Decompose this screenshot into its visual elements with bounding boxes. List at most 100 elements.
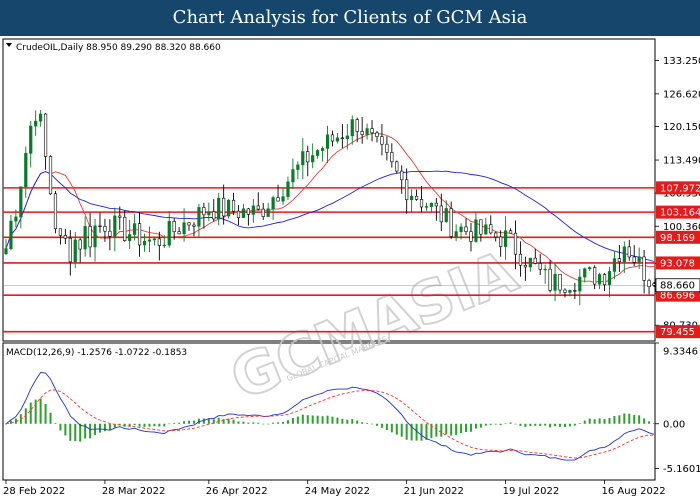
candle (593, 265, 597, 290)
candle (217, 192, 221, 226)
macd-histogram-bar (301, 414, 304, 424)
collapse-triangle-icon[interactable] (6, 43, 12, 47)
macd-histogram-bar (14, 418, 17, 424)
macd-plot (5, 372, 655, 461)
candle (588, 266, 592, 271)
macd-histogram-bar (282, 421, 285, 424)
macd-histogram-bar (84, 423, 87, 439)
time-tick-label: 19 Jul 2022 (503, 486, 560, 497)
candle (444, 200, 448, 223)
macd-histogram-bar (371, 423, 374, 425)
candle-body (172, 221, 176, 233)
candle (578, 269, 582, 306)
macd-histogram-bar (133, 423, 136, 426)
macd-histogram-bar (158, 423, 161, 427)
candle-body (588, 267, 592, 270)
macd-histogram-bar (514, 423, 517, 425)
candle (113, 207, 117, 252)
candle-body (578, 276, 582, 292)
candle (147, 226, 152, 253)
candle-body (48, 156, 53, 195)
candle (301, 138, 305, 180)
macd-histogram-bar (633, 414, 636, 424)
candle-body (464, 226, 468, 232)
macd-histogram-bar (113, 423, 116, 428)
candle-body (137, 223, 142, 246)
macd-histogram-bar (583, 420, 586, 424)
macd-histogram-bar (49, 412, 52, 424)
macd-histogram-bar (653, 422, 655, 424)
candle-body (523, 264, 527, 268)
macd-histogram-bar (539, 423, 542, 426)
candle-body (583, 268, 587, 278)
time-tick-label: 28 Mar 2022 (102, 486, 165, 497)
macd-histogram-bar (192, 420, 195, 424)
candle-body (177, 231, 181, 235)
candle (449, 201, 453, 239)
macd-histogram-bar (197, 418, 200, 424)
candle (380, 124, 384, 156)
candle (98, 212, 102, 233)
candle-body (202, 207, 206, 216)
macd-histogram-bar (366, 423, 369, 424)
candle (622, 241, 626, 273)
macd-histogram-bar (272, 422, 275, 424)
candle-body (320, 148, 325, 151)
candle-body (543, 268, 547, 271)
macd-histogram-bar (494, 423, 497, 425)
candle-body (192, 224, 196, 227)
candle-body (286, 181, 290, 197)
candle-body (118, 215, 122, 218)
candles (4, 110, 656, 306)
macd-histogram-bar (445, 423, 448, 435)
macd-histogram-bar (410, 423, 413, 441)
candle (499, 230, 503, 257)
macd-histogram-bar (34, 399, 37, 424)
time-tick-label: 28 Feb 2022 (3, 486, 65, 497)
candle (548, 260, 552, 293)
macd-histogram-bar (563, 423, 566, 427)
candle (390, 143, 394, 168)
macd-histogram-bar (326, 415, 329, 424)
macd-histogram-bar (247, 422, 250, 424)
candle (78, 238, 82, 263)
macd-histogram-bar (173, 422, 176, 424)
macd-histogram-bar (479, 423, 482, 428)
candle (375, 130, 379, 143)
macd-histogram-bar (356, 420, 359, 424)
candle-body (607, 271, 612, 286)
candle-body (444, 208, 448, 223)
candle-body (301, 151, 305, 166)
macd-histogram-bar (138, 423, 141, 427)
macd-histogram-bar (74, 423, 77, 442)
macd-histogram-bar (44, 403, 47, 424)
level-tag (656, 181, 700, 195)
candle (177, 226, 181, 235)
macd-histogram-bar (29, 402, 32, 424)
macd-histogram-bar (331, 416, 334, 424)
candle-body (345, 135, 349, 140)
macd-histogram-bar (143, 423, 146, 427)
candle-body (504, 230, 508, 247)
macd-histogram-bar (504, 423, 507, 425)
candle-body (400, 170, 404, 181)
candle (573, 282, 577, 300)
candle-body (182, 222, 186, 235)
level-tag (656, 205, 700, 219)
candle-body (152, 238, 156, 241)
candle (63, 228, 67, 244)
candle-body (113, 215, 117, 237)
candle (58, 228, 63, 245)
candle-body (73, 239, 77, 263)
candle-body (157, 238, 161, 246)
candle (133, 213, 137, 241)
candle-body (375, 132, 379, 137)
candle (83, 216, 87, 257)
candle-body (53, 193, 58, 230)
macd-histogram-bar (24, 408, 27, 424)
candle-body (4, 248, 8, 255)
candle-body (187, 222, 191, 226)
candle (419, 185, 424, 213)
macd-histogram-bar (212, 419, 215, 424)
level-tag (656, 325, 700, 339)
